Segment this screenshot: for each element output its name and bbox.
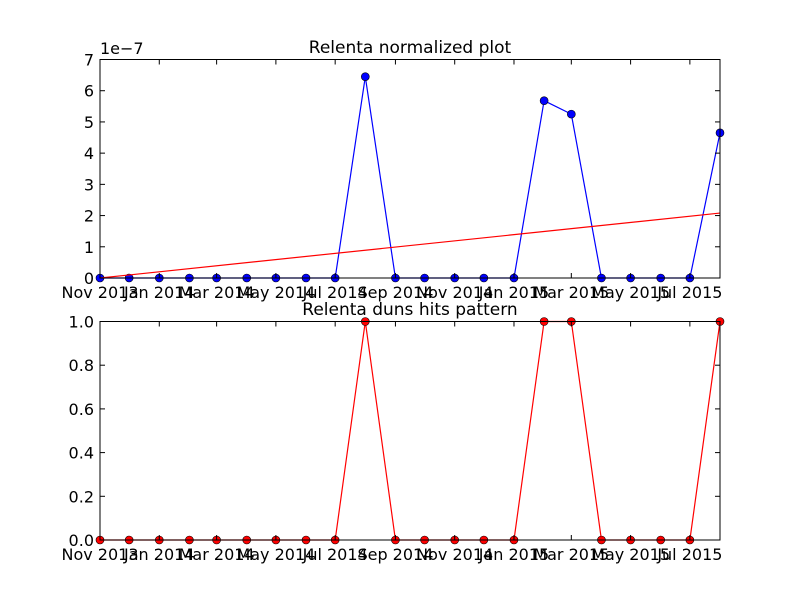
y-tick-label: 0 [84,269,94,288]
y-tick-label: 6 [84,82,94,101]
data-point [360,72,370,81]
y-tick-label: 1 [84,238,94,257]
chart-title: Relenta normalized plot [309,38,512,58]
series-line-1 [99,212,721,279]
y-tick-label: 7 [84,51,94,70]
x-tick-label: Sep 2014 [357,283,433,302]
axis-offset-label: 1e−7 [100,39,144,58]
x-tick-label: Jul 2015 [656,283,722,302]
x-tick-label: May 2014 [236,545,315,564]
plot-frame [99,321,721,541]
y-tick-label: 2 [84,207,94,226]
x-tick-label: Mar 2015 [533,545,609,564]
x-tick-label: Jan 2015 [478,545,549,564]
x-tick-label: Jul 2014 [302,545,368,564]
x-tick-label: Nov 2013 [61,283,138,302]
y-tick-label: 0.6 [69,400,94,419]
x-tick-label: May 2014 [236,283,315,302]
y-tick-label: 0.8 [69,356,94,375]
y-tick-label: 3 [84,175,94,194]
x-tick-label: May 2015 [591,283,670,302]
x-tick-label: Jul 2015 [656,545,722,564]
y-tick-label: 5 [84,113,94,132]
x-tick-label: Mar 2014 [179,545,255,564]
x-tick-label: Sep 2014 [357,545,433,564]
y-tick-label: 0.2 [69,487,94,506]
x-tick-label: Nov 2014 [416,283,493,302]
plot-frame [99,59,721,279]
chart-duns-hits: Relenta duns hits pattern 0.0 0.2 0.4 0.6 0.… [61,300,725,565]
x-tick-label: Nov 2014 [416,545,493,564]
chart-normalized: Relenta normalized plot 1e−7 0 1 2 3 4 5 6 7 Nov… [61,38,725,303]
x-tick-label: Jan 2015 [478,283,549,302]
data-point [567,109,576,119]
y-tick-label: 0.0 [69,531,94,550]
x-tick-label: Jul 2014 [302,283,368,302]
x-tick-label: May 2015 [591,545,670,564]
data-point [539,96,549,105]
x-tick-label: Jan 2014 [123,283,194,302]
x-tick-label: Mar 2015 [533,283,609,302]
x-tick-label: Mar 2014 [179,283,255,302]
y-tick-label: 4 [84,144,94,163]
chart-title: Relenta duns hits pattern [302,300,517,320]
y-tick-label: 0.4 [69,444,94,463]
x-tick-label: Jan 2014 [123,545,194,564]
y-tick-label: 1.0 [69,313,94,332]
x-tick-label: Nov 2013 [61,545,138,564]
